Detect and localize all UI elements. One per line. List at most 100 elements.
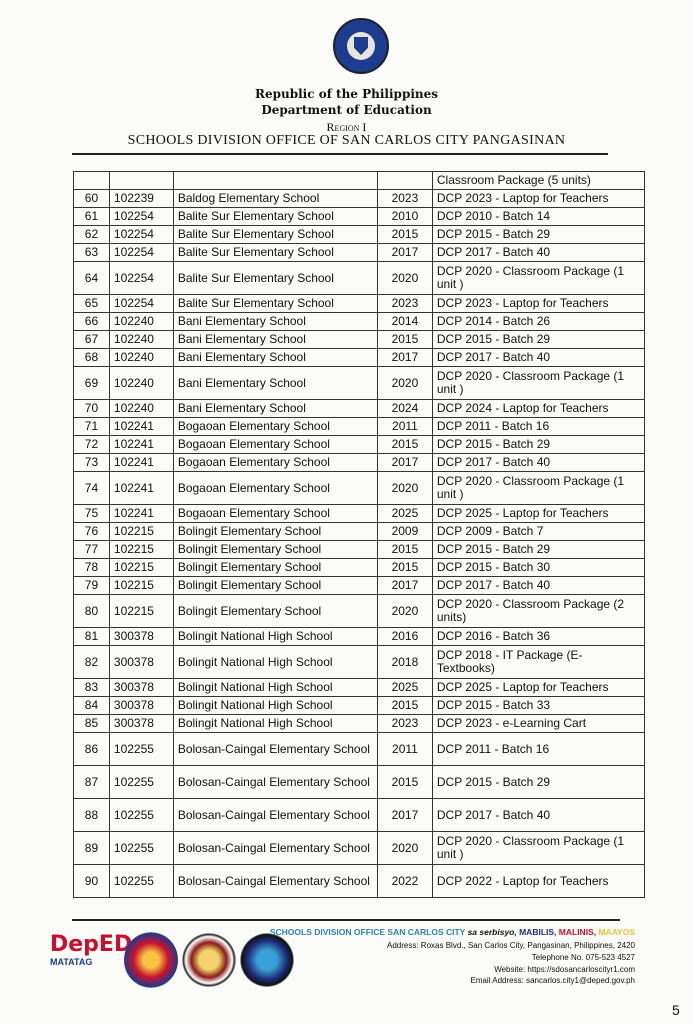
school-name: Bogaoan Elementary School [172,471,378,505]
school-name: Bolingit National High School [172,696,378,715]
table-row: 60 102239 Baldog Elementary School 2023 DCP … [73,189,646,208]
school-id [108,171,174,190]
year: 2020 [376,594,433,628]
row-number: 87 [73,765,110,799]
school-name: Bani Elementary School [172,348,378,367]
year: 2020 [376,471,433,505]
school-name: Bolosan-Caingal Elementary School [172,798,378,832]
table-row: 72 102241 Bogaoan Elementary School 2015 DCP… [73,435,646,454]
item-description: DCP 2016 - Batch 36 [431,627,646,646]
row-number: 82 [73,645,110,679]
item-description: DCP 2015 - Batch 29 [431,225,646,244]
row-number: 84 [73,696,110,715]
table-row: 74 102241 Bogaoan Elementary School 2020 DCP… [73,471,646,505]
matatag-logo-text: MATATAG [50,957,93,967]
motto-mabilis: MABILIS, [519,927,557,937]
table-row: 85 300378 Bolingit National High School 202… [73,714,646,733]
table-row: 89 102255 Bolosan-Caingal Elementary Schoo… [73,831,646,865]
year: 2016 [376,627,433,646]
row-number: 63 [73,243,110,262]
year: 2023 [376,714,433,733]
table-row: 64 102254 Balite Sur Elementary School 2020… [73,261,646,295]
school-id: 102215 [108,540,174,559]
school-id: 102240 [108,366,174,400]
table-row: 71 102241 Bogaoan Elementary School 2011 DCP… [73,417,646,436]
year: 2015 [376,225,433,244]
row-number: 89 [73,831,110,865]
item-description: DCP 2025 - Laptop for Teachers [431,504,646,523]
table-row: 63 102254 Balite Sur Elementary School 2017… [73,243,646,262]
school-id: 102240 [108,330,174,349]
table-row: 68 102240 Bani Elementary School 2017 DCP 20… [73,348,646,367]
footer-office-line: SCHOOLS DIVISION OFFICE SAN CARLOS CITY … [270,927,635,937]
motto-malinis: MALINIS, [558,927,597,937]
footer-website[interactable]: Website: https://sdosancarloscityr1.com [494,965,635,974]
item-description: DCP 2015 - Batch 30 [431,558,646,577]
deped-matatag-logo: DepED MATATAG [50,932,132,988]
school-id: 102255 [108,732,174,766]
row-number: 69 [73,366,110,400]
school-name: Bolingit Elementary School [172,540,378,559]
school-name: Balite Sur Elementary School [172,294,378,313]
deped-seal-logo [333,18,389,74]
school-id: 300378 [108,627,174,646]
school-name [172,171,378,190]
table-row: 88 102255 Bolosan-Caingal Elementary Schoo… [73,798,646,832]
row-number: 67 [73,330,110,349]
school-name: Bani Elementary School [172,366,378,400]
year: 2014 [376,312,433,331]
table-row: 86 102255 Bolosan-Caingal Elementary Schoo… [73,732,646,766]
year: 2025 [376,678,433,697]
year: 2025 [376,504,433,523]
year: 2017 [376,243,433,262]
school-id: 102254 [108,294,174,313]
school-name: Bolosan-Caingal Elementary School [172,765,378,799]
item-description: DCP 2025 - Laptop for Teachers [431,678,646,697]
bagong-pilipinas-logo [124,932,178,988]
row-number: 68 [73,348,110,367]
item-description: DCP 2015 - Batch 29 [431,330,646,349]
year: 2015 [376,765,433,799]
table-row: 66 102240 Bani Elementary School 2014 DCP 20… [73,312,646,331]
school-id: 102240 [108,348,174,367]
table-row: 70 102240 Bani Elementary School 2024 DCP 20… [73,399,646,418]
school-name: Bolingit National High School [172,714,378,733]
school-name: Bolingit National High School [172,645,378,679]
year: 2015 [376,558,433,577]
row-number: 71 [73,417,110,436]
school-name: Bolosan-Caingal Elementary School [172,732,378,766]
year: 2020 [376,831,433,865]
row-number: 61 [73,207,110,226]
school-id: 102215 [108,522,174,541]
table-row: 77 102215 Bolingit Elementary School 2015 DC… [73,540,646,559]
row-number: 65 [73,294,110,313]
school-id: 300378 [108,678,174,697]
year: 2023 [376,294,433,313]
table-row: Classroom Package (5 units) [73,171,646,190]
school-name: Balite Sur Elementary School [172,261,378,295]
item-description: DCP 2020 - Classroom Package (2 units) [431,594,646,628]
year: 2011 [376,417,433,436]
year: 2015 [376,540,433,559]
item-description: DCP 2010 - Batch 14 [431,207,646,226]
table-row: 67 102240 Bani Elementary School 2015 DCP 20… [73,330,646,349]
year: 2020 [376,261,433,295]
school-id: 102241 [108,435,174,454]
item-description: DCP 2023 - Laptop for Teachers [431,294,646,313]
school-id: 102254 [108,243,174,262]
year: 2011 [376,732,433,766]
table-row: 81 300378 Bolingit National High School 201… [73,627,646,646]
year: 2018 [376,645,433,679]
year: 2015 [376,330,433,349]
school-id: 300378 [108,645,174,679]
row-number: 90 [73,864,110,898]
equipment-table: Classroom Package (5 units) 60 102239 Baldo… [73,171,646,898]
republic-heading: Republic of the Philippines [254,87,439,101]
year: 2010 [376,207,433,226]
table-row: 84 300378 Bolingit National High School 201… [73,696,646,715]
item-description: DCP 2017 - Batch 40 [431,576,646,595]
school-id: 102241 [108,417,174,436]
year: 2024 [376,399,433,418]
row-number: 75 [73,504,110,523]
footer-email[interactable]: Email Address: sancarlos.city1@deped.gov… [470,976,635,985]
